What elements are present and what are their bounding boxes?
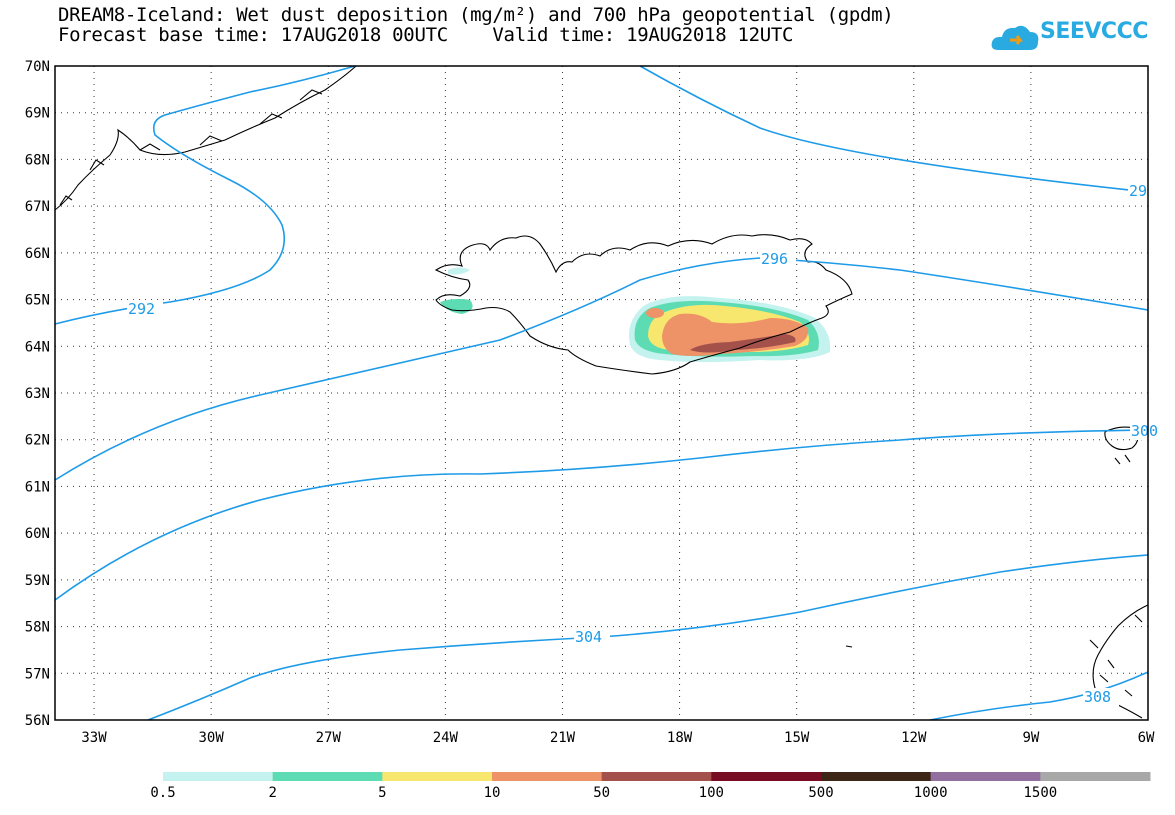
- lat-label: 58N: [25, 620, 50, 636]
- map-frame: [54, 65, 1149, 721]
- lat-label: 65N: [25, 293, 50, 309]
- lat-label: 62N: [25, 433, 50, 449]
- lat-label: 56N: [25, 713, 50, 729]
- contour-292: [54, 65, 356, 325]
- contour-label-292: 292: [128, 300, 155, 318]
- legend-swatch: [601, 772, 712, 781]
- map-grid: [55, 66, 1148, 720]
- contour-label-300: 300: [1131, 422, 1158, 440]
- legend-label: 50: [593, 785, 611, 801]
- latitude-labels: 70N 69N 68N 67N 66N 65N 64N 63N 62N 61N 60N 59N 58N 5…: [25, 59, 50, 729]
- legend-swatch: [1040, 772, 1151, 781]
- legend-label: 500: [808, 785, 834, 801]
- map-subtitle-times: Forecast base time: 17AUG2018 00UTC Vali…: [58, 24, 794, 46]
- legend-swatch: [821, 772, 932, 781]
- coastlines: [54, 65, 1149, 719]
- legend-label: 100: [698, 785, 724, 801]
- legend-colorbar: [163, 772, 1151, 781]
- greenland-fjords: [59, 89, 323, 206]
- lat-label: 64N: [25, 339, 50, 355]
- contour-label-308: 308: [1084, 688, 1111, 706]
- logo-text: SEEVCCC: [1040, 19, 1148, 44]
- legend-swatch: [492, 772, 603, 781]
- contour-296: [54, 257, 1149, 481]
- contour-304: [147, 554, 1149, 721]
- lon-label: 15W: [784, 730, 810, 746]
- scotland-coastline: [1092, 604, 1149, 719]
- cloud-logo-icon: [991, 25, 1039, 50]
- lon-label: 18W: [667, 730, 693, 746]
- lat-label: 68N: [25, 152, 50, 168]
- scotland-islands: [1089, 614, 1143, 697]
- lon-label: 24W: [433, 730, 459, 746]
- contour-308: [929, 671, 1149, 721]
- faroe-islands: [1104, 426, 1139, 465]
- legend-swatch: [711, 772, 822, 781]
- greenland-coastline: [54, 65, 357, 211]
- contour-label-296: 296: [761, 250, 788, 268]
- dust-deposition-field: [440, 267, 831, 362]
- iceland-coastline: [434, 234, 853, 375]
- lon-label: 6W: [1138, 730, 1155, 746]
- lon-label: 27W: [316, 730, 342, 746]
- legend-swatch: [163, 772, 274, 781]
- lat-label: 60N: [25, 526, 50, 542]
- lat-label: 69N: [25, 106, 50, 122]
- lat-label: 59N: [25, 573, 50, 589]
- legend-label: 5: [378, 785, 387, 801]
- small-island: [845, 645, 853, 648]
- legend-swatch: [382, 772, 493, 781]
- lat-label: 61N: [25, 479, 50, 495]
- lon-label: 9W: [1022, 730, 1039, 746]
- legend-label: 1500: [1023, 785, 1058, 801]
- lat-label: 57N: [25, 666, 50, 682]
- legend-swatch: [272, 772, 383, 781]
- lon-label: 21W: [550, 730, 576, 746]
- contour-label-29-edge: 29: [1129, 182, 1147, 200]
- lon-label: 30W: [198, 730, 224, 746]
- lat-label: 66N: [25, 246, 50, 262]
- contour-labels: 292 296 300 304 308 29: [127, 182, 1158, 706]
- lat-label: 70N: [25, 59, 50, 75]
- legend-label: 10: [483, 785, 501, 801]
- lat-label: 67N: [25, 199, 50, 215]
- contour-300: [54, 429, 1149, 601]
- legend-label: 2: [268, 785, 277, 801]
- legend-label: 1000: [913, 785, 948, 801]
- longitude-labels: 33W 30W 27W 24W 21W 18W 15W 12W 9W 6W: [81, 730, 1155, 746]
- lon-label: 12W: [901, 730, 927, 746]
- contour-296-north: [639, 65, 1149, 193]
- legend-label: 0.5: [150, 785, 176, 801]
- lon-label: 33W: [81, 730, 107, 746]
- legend-swatch: [930, 772, 1041, 781]
- map-title: DREAM8-Iceland: Wet dust deposition (mg/…: [58, 4, 894, 26]
- geopotential-contours: [54, 65, 1149, 721]
- contour-label-304: 304: [575, 628, 602, 646]
- lat-label: 63N: [25, 386, 50, 402]
